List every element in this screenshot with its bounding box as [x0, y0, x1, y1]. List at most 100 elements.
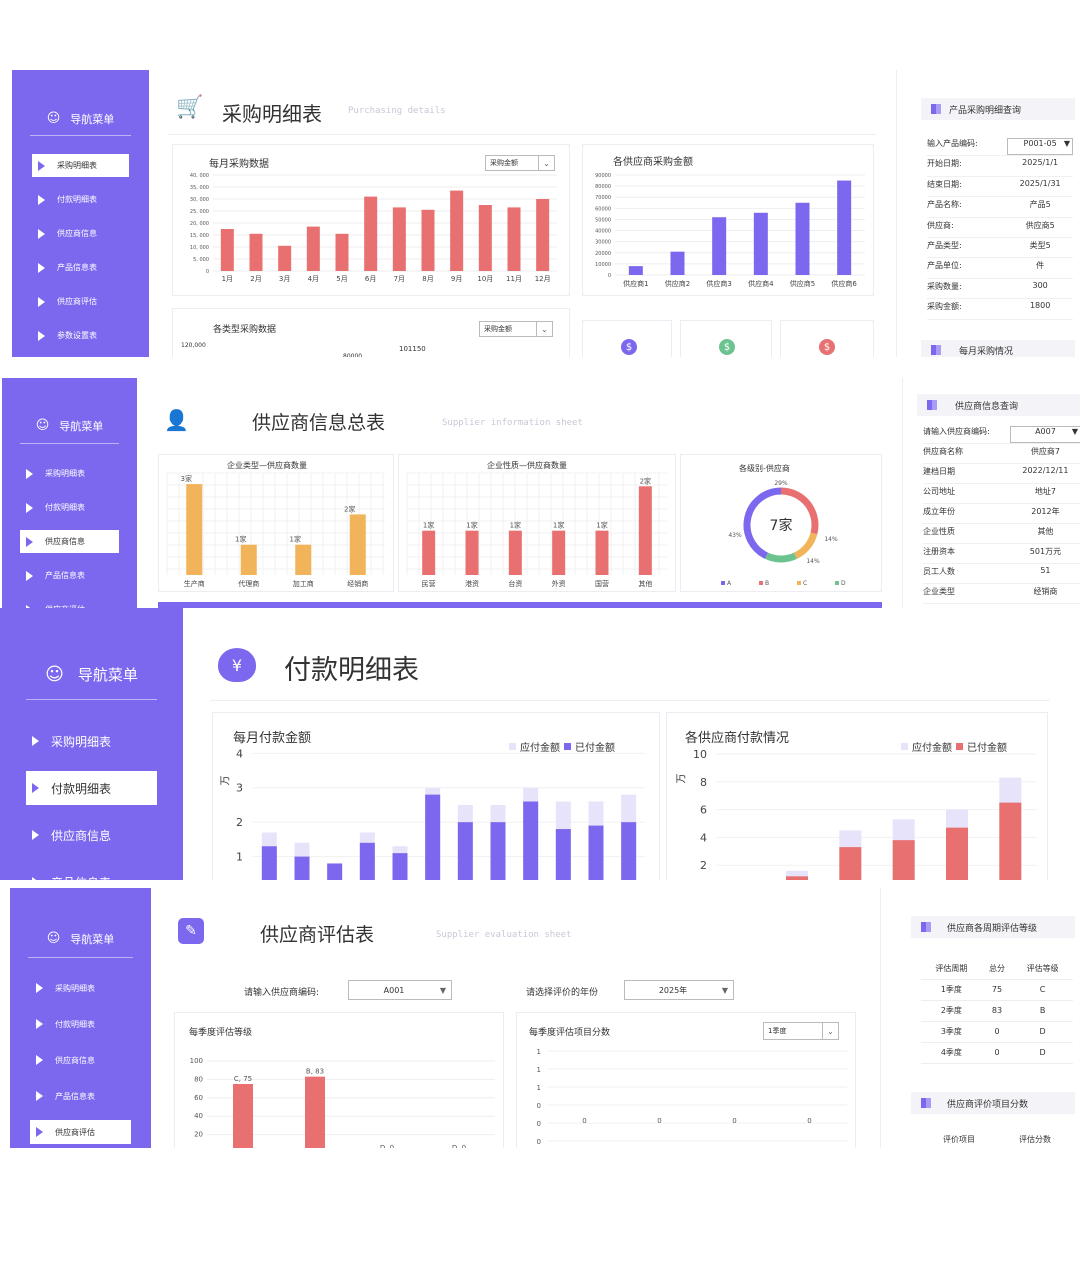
bar [595, 530, 609, 575]
axis-top-label: 120,000 [181, 342, 206, 349]
dollar-icon: $ [819, 339, 835, 355]
bar [305, 1076, 325, 1148]
card-title: 每月付款金额 [233, 731, 312, 746]
x-tick-label: 9月 [451, 275, 462, 283]
x-tick-label: 供应商6 [831, 279, 857, 288]
nav-item-payment[interactable]: 付款明细表 [26, 771, 157, 805]
pct-label: 29% [774, 480, 788, 487]
query-row: 开始日期: 2025/1/1 [927, 158, 1073, 177]
x-tick-label: 其他 [638, 579, 652, 588]
grid-icon [931, 345, 941, 355]
chevron-down-icon: ⌄ [822, 1023, 838, 1039]
metric-select[interactable]: 采购金额 ⌄ [485, 155, 555, 171]
nav-item-supplier[interactable]: 供应商信息 [20, 530, 119, 553]
metric-select[interactable]: 采购金额 ⌄ [479, 321, 553, 337]
legend: 应付金额 已付金额 [901, 739, 1007, 754]
quarter-select[interactable]: 1季度 ⌄ [763, 1022, 839, 1040]
y-tick-label: 60000 [595, 206, 611, 212]
legend-label: D [841, 580, 846, 587]
legend-swatch [835, 581, 839, 585]
nav-title: ☺ 导航菜单 [20, 408, 119, 444]
pct-label: 14% [824, 536, 838, 543]
field-value: 其他 [1037, 527, 1054, 536]
y-tick-label: 90000 [595, 173, 611, 179]
supplier-code-select[interactable]: A001 ▼ [348, 980, 452, 1000]
category-purchase-card: 各类型采购数据 采购金额 ⌄ 120,000 101150 80000 [172, 308, 570, 357]
data-label: 1家 [466, 521, 477, 530]
field-value: 51 [1040, 566, 1051, 575]
quarter-score-card: 每季度评估项目分数 1季度 ⌄ 1 1 1 0 0 0 0 0 0 0 [516, 1012, 856, 1148]
query-header: 供应商信息查询 [917, 394, 1080, 416]
code-select[interactable]: A007 ▼ [1009, 426, 1080, 443]
triangle-icon [38, 160, 45, 171]
query-row: 供应商名称 供应商7 [923, 446, 1080, 464]
nav-item-supplier[interactable]: 供应商信息 [26, 818, 157, 852]
bar [233, 1084, 253, 1148]
nav-item-payment[interactable]: 付款明细表 [32, 188, 129, 211]
nav-item-product[interactable]: 产品信息表 [32, 256, 129, 279]
code-select[interactable]: P001-05 ▼ [1007, 138, 1073, 156]
caret-down-icon: ▼ [1063, 139, 1070, 148]
triangle-icon [38, 262, 45, 273]
query-row: 采购金额: 1800 [927, 301, 1073, 320]
query-panel: 产品采购明细查询 输入产品编码: P001-05 ▼ 开始日期: 2025/1/1 结束日… [896, 70, 1080, 357]
nav-item-product[interactable]: 产品信息表 [30, 1084, 131, 1108]
kpi-card-1: $ [582, 320, 672, 357]
nav-item-purchase[interactable]: 采购明细表 [32, 154, 129, 177]
bar [670, 251, 685, 275]
y-tick-label: 4 [700, 831, 707, 844]
table-cell: D [1012, 1021, 1073, 1043]
nav-item-payment[interactable]: 付款明细表 [30, 1012, 131, 1036]
query-row: 成立年份 2012年 [923, 506, 1080, 524]
query-row[interactable]: 请输入供应商编码: A007 ▼ [923, 426, 1080, 444]
table-row: 4季度 0 D [921, 1042, 1073, 1064]
field-label: 产品单位: [927, 261, 962, 271]
x-tick-label: 2月 [250, 275, 261, 283]
nav-item-purchase[interactable]: 采购明细表 [26, 724, 157, 758]
data-label: 1家 [423, 521, 434, 530]
nav-item-purchase[interactable]: 采购明细表 [20, 462, 119, 485]
bar-paid [621, 822, 637, 880]
nav-item-product[interactable]: 产品信息表 [26, 865, 157, 880]
y-tick-label: 5, 000 [193, 257, 209, 263]
x-tick-label: 8月 [422, 275, 433, 283]
triangle-icon [36, 1055, 43, 1065]
nav-item-supplier[interactable]: 供应商信息 [32, 222, 129, 245]
card-title: 每月采购数据 [209, 159, 269, 170]
bar-paid [457, 822, 473, 880]
legend-swatch [721, 581, 725, 585]
data-label: D, 0 [380, 1144, 394, 1148]
type-count-card: 企业类型—供应商数量 生产商 3家 代理商 1家 加工商 1家 经销商 2家 [158, 454, 394, 592]
card-title: 各供应商付款情况 [685, 731, 790, 746]
nav-item-product[interactable]: 产品信息表 [20, 564, 119, 587]
bar-paid [392, 853, 408, 880]
evaluation-panel: ☺ 导航菜单 采购明细表 付款明细表 供应商信息 产品信息表 供应商评估 ✎ 供应… [0, 888, 1080, 1148]
nav-item-settings[interactable]: 参数设置表 [32, 324, 129, 347]
nature-count-card: 企业性质—供应商数量 民营 1家 港资 1家 台资 1家 外资 1家 国营 1家 其他 2家 [398, 454, 676, 592]
nav-item-payment[interactable]: 付款明细表 [20, 496, 119, 519]
query-row: 产品类型: 类型5 [927, 240, 1073, 259]
legend-swatch [797, 581, 801, 585]
donut-segment [765, 552, 797, 563]
triangle-icon [32, 877, 39, 880]
year-select[interactable]: 2025年 ▼ [624, 980, 734, 1000]
field-label: 采购数量: [927, 281, 962, 291]
nav-title: ☺ 导航菜单 [28, 920, 133, 958]
triangle-icon [26, 604, 33, 608]
nav-item-purchase[interactable]: 采购明细表 [30, 976, 131, 1000]
nav-item-evaluation[interactable]: 供应商评估 [30, 1120, 131, 1144]
nav-item-evaluation[interactable]: 供应商评估 [32, 290, 129, 313]
query-row[interactable]: 输入产品编码: P001-05 ▼ [927, 138, 1073, 157]
y-tick-label: 60 [194, 1094, 203, 1102]
y-tick-label: 40, 000 [190, 173, 209, 179]
table-cell: C [1012, 979, 1073, 1001]
grid-icon [921, 1098, 931, 1108]
nav-item-evaluation[interactable]: 供应商评估 [20, 598, 119, 608]
y-tick-label: 0 [206, 269, 209, 275]
table-cell: D [1012, 1042, 1073, 1064]
monthly-purchase-card: 每月采购数据 采购金额 ⌄ 40, 000 35, 000 30, 000 25, 00… [172, 144, 570, 296]
nav-item-supplier[interactable]: 供应商信息 [30, 1048, 131, 1072]
triangle-icon [32, 736, 39, 746]
purchase-panel: ☺ 导航菜单 采购明细表 付款明细表 供应商信息 产品信息表 供应商评估 参数设置… [0, 70, 1080, 357]
y-tick-label: 20 [194, 1131, 203, 1139]
